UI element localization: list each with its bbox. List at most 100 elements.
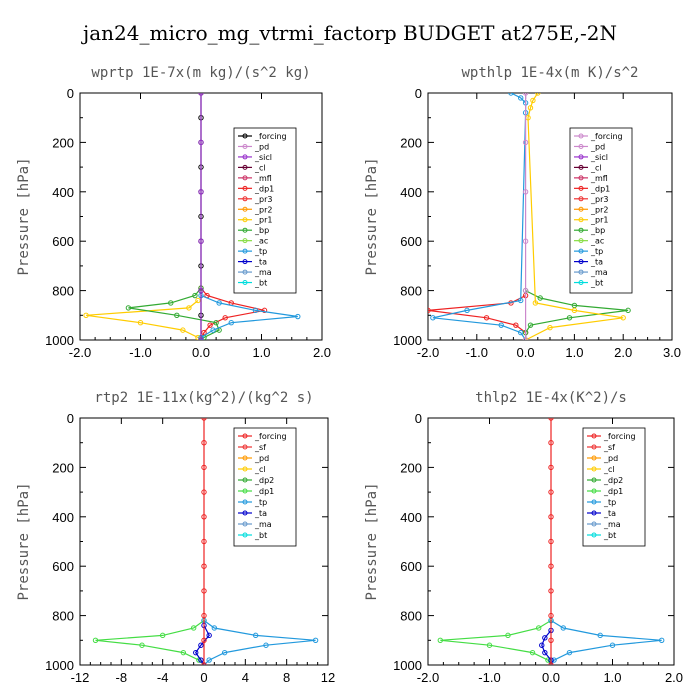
series-point	[571, 302, 578, 309]
series-point	[137, 320, 144, 326]
y-tick-label: 800	[52, 284, 74, 299]
legend-swatch-marker	[578, 196, 584, 202]
series-point	[522, 189, 529, 195]
series-point	[228, 320, 234, 326]
legend-entry: _forcing	[590, 132, 623, 141]
y-axis-label: Pressure [hPa]	[364, 482, 380, 600]
series-point	[566, 649, 573, 656]
series-point	[190, 625, 197, 631]
legend-entry: _bp	[590, 226, 605, 235]
series-point	[513, 322, 519, 328]
legend-entry: _ta	[603, 509, 616, 518]
series-point	[620, 315, 626, 321]
series-point	[437, 637, 443, 643]
x-tick-label: 2.0	[665, 670, 683, 685]
legend-entry: _tp	[254, 247, 267, 256]
series-point	[125, 305, 132, 311]
y-tick-label: 0	[67, 411, 74, 426]
legend-entry: _bt	[590, 279, 603, 288]
x-tick-label: -2.0	[417, 345, 439, 360]
legend-swatch-marker	[242, 455, 248, 461]
legend-entry: _sf	[254, 443, 266, 452]
legend-entry: _dp1	[254, 184, 274, 193]
series-point	[201, 538, 207, 545]
legend-entry: _bt	[254, 531, 267, 540]
series-point	[548, 612, 554, 619]
series-point	[201, 440, 207, 446]
y-tick-label: 800	[400, 284, 422, 299]
panel-title: thlp2 1E-4x(K^2)/s	[475, 390, 627, 406]
series-point	[206, 632, 212, 639]
x-tick-label: -2.0	[69, 345, 91, 360]
series-point	[216, 300, 222, 306]
figure-title: jan24_micro_mg_vtrmi_factorp BUDGET at27…	[81, 21, 617, 45]
series-line-dp1	[200, 287, 265, 340]
legend-swatch-marker	[591, 466, 597, 472]
series-point	[221, 649, 228, 656]
legend-entry: _cl	[254, 465, 266, 474]
x-tick-label: -4	[157, 670, 169, 685]
series-point	[530, 97, 536, 104]
legend-entry: _dp2	[603, 476, 623, 485]
series-point	[201, 637, 207, 643]
series-point	[201, 612, 207, 619]
legend-swatch-marker	[242, 175, 248, 181]
series-point	[252, 307, 259, 314]
legend-swatch-marker	[242, 521, 248, 527]
series-point	[529, 649, 536, 656]
series-point	[210, 327, 216, 333]
series-point	[83, 312, 89, 318]
series-point	[625, 307, 631, 314]
panel-rtp2: rtp2 1E-11x(kg^2)/(kg^2 s) Pressure [hPa]…	[16, 390, 335, 685]
legend-swatch-marker	[578, 259, 584, 265]
legend-swatch-marker	[591, 444, 597, 450]
series-point	[198, 642, 204, 648]
series-point	[545, 657, 551, 663]
y-tick-label: 0	[67, 86, 74, 101]
legend-swatch-marker	[242, 206, 248, 212]
series-point	[198, 337, 204, 340]
series-point	[201, 563, 207, 569]
series-point	[518, 297, 524, 304]
series-point	[508, 93, 514, 96]
series-point	[548, 418, 554, 421]
legend-swatch-marker	[578, 164, 584, 170]
legend-entry: _ma	[603, 520, 621, 529]
series-group	[437, 418, 665, 665]
series-point	[548, 514, 554, 520]
series-point	[139, 642, 145, 648]
legend-swatch-marker	[242, 444, 248, 450]
legend-entry: _mfl	[254, 174, 272, 183]
legend-entry: _cl	[254, 163, 266, 172]
legend-swatch-marker	[242, 466, 248, 472]
x-tick-label: 0.0	[192, 345, 210, 360]
y-axis-label: Pressure [hPa]	[16, 482, 32, 600]
legend-entry: _ma	[254, 268, 272, 277]
legend-entry: _ma	[254, 520, 272, 529]
series-point	[548, 440, 554, 446]
series-point	[597, 632, 603, 639]
legend-entry: _pr2	[254, 205, 272, 214]
series-point	[192, 292, 198, 299]
series-point	[180, 327, 186, 333]
series-point	[551, 657, 557, 663]
x-tick-label: -1.0	[478, 670, 500, 685]
series-point	[168, 300, 174, 306]
legend-swatch-marker	[242, 510, 248, 516]
x-tick-label: -8	[116, 670, 128, 685]
legend-swatch-marker	[578, 143, 584, 149]
legend-swatch-marker	[242, 133, 248, 139]
panel-title: rtp2 1E-11x(kg^2)/(kg^2 s)	[94, 390, 313, 406]
y-tick-label: 200	[52, 460, 74, 475]
legend-swatch-marker	[242, 185, 248, 191]
series-point	[222, 315, 228, 321]
legend-swatch-marker	[578, 154, 584, 160]
legend-swatch-marker	[242, 532, 248, 538]
y-tick-label: 400	[400, 185, 422, 200]
series-point	[312, 637, 319, 643]
x-tick-label: -1.0	[466, 345, 488, 360]
legend-entry: _pd	[254, 454, 269, 463]
x-tick-label: 12	[321, 670, 335, 685]
legend-entry: _ta	[254, 509, 267, 518]
legend-swatch-marker	[242, 488, 248, 494]
